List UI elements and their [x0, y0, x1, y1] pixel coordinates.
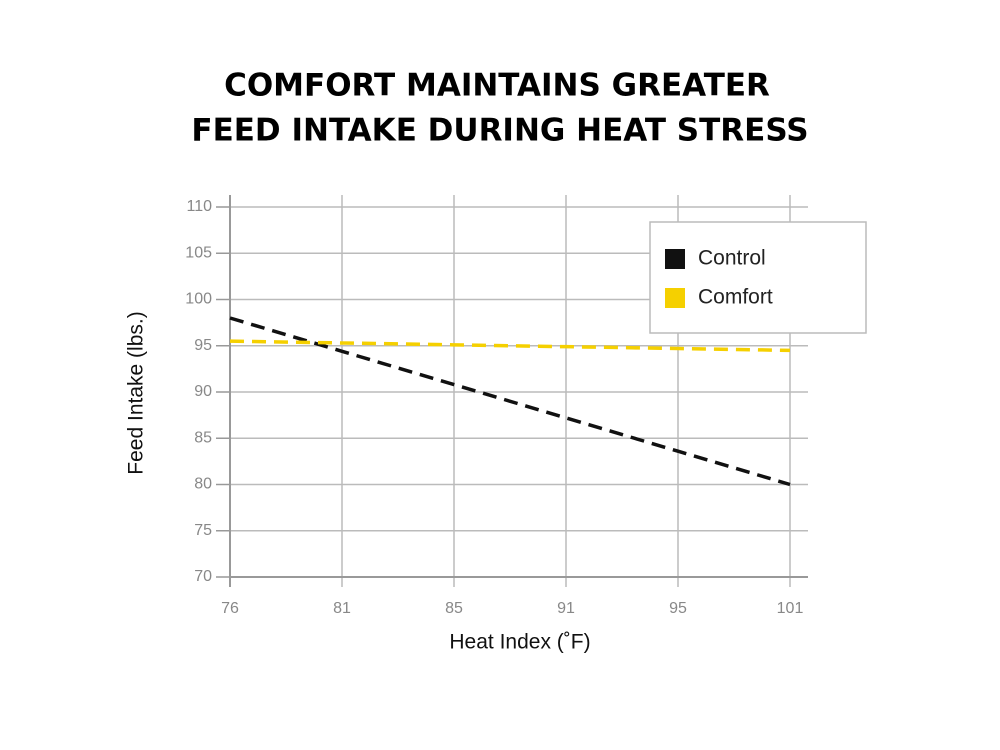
y-tick-label: 70 — [194, 568, 212, 585]
chart-title: COMFORT MAINTAINS GREATER — [224, 68, 770, 104]
y-tick-label: 80 — [194, 476, 212, 493]
x-tick-label: 91 — [557, 600, 575, 617]
chart-title: FEED INTAKE DURING HEAT STRESS — [191, 113, 808, 149]
y-tick-label: 110 — [186, 198, 212, 215]
x-tick-label: 95 — [669, 600, 687, 617]
x-tick-label: 76 — [221, 600, 239, 617]
x-axis-label: Heat Index (˚F) — [449, 631, 590, 654]
legend-swatch — [665, 249, 685, 269]
y-axis-label: Feed Intake (lbs.) — [125, 311, 148, 474]
series-line — [229, 316, 791, 487]
y-tick-label: 75 — [194, 522, 212, 539]
y-tick-label: 85 — [194, 429, 212, 446]
x-tick-label: 81 — [333, 600, 351, 617]
x-tick-label: 101 — [777, 600, 804, 617]
legend-box — [649, 221, 867, 334]
legend-label: Comfort — [698, 286, 773, 309]
legend-label: Control — [698, 247, 766, 270]
x-tick-label: 85 — [445, 600, 463, 617]
legend-swatch — [665, 288, 685, 308]
y-tick-label: 100 — [185, 291, 212, 308]
y-tick-label: 105 — [185, 244, 212, 261]
series-line — [229, 339, 791, 353]
y-tick-label: 95 — [194, 337, 212, 354]
y-tick-label: 90 — [194, 383, 212, 400]
